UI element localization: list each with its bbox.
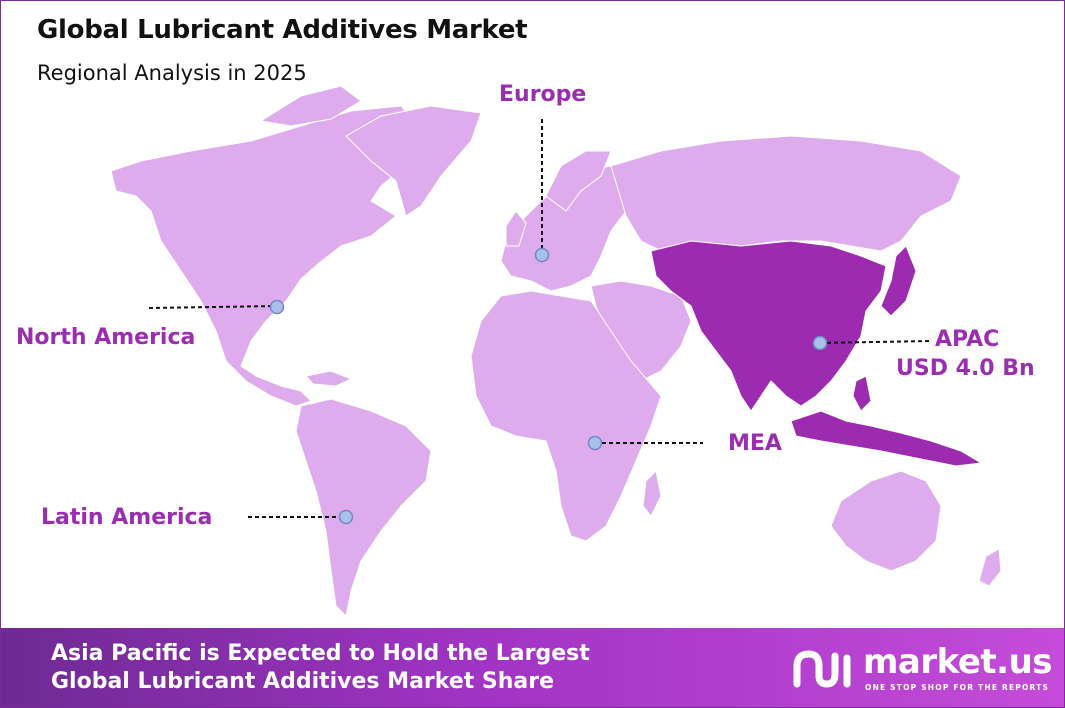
apac-marker <box>812 335 828 351</box>
caribbean-landmass <box>305 370 353 387</box>
africa-landmass <box>470 290 662 542</box>
footer-banner: Asia Pacific is Expected to Hold the Lar… <box>1 628 1064 707</box>
latin-america-label: Latin America <box>41 505 213 530</box>
world-map <box>110 85 1002 618</box>
australia-landmass <box>830 470 942 572</box>
chart-subtitle: Regional Analysis in 2025 <box>37 61 307 85</box>
north-america-connector <box>148 305 278 309</box>
britain-landmass <box>505 210 527 247</box>
brand-name: market.us <box>863 642 1053 682</box>
mea-label: MEA <box>728 431 782 456</box>
europe-marker <box>534 247 550 263</box>
north-america-marker <box>269 299 285 315</box>
north-america-landmass <box>110 105 422 407</box>
apac-landmass <box>650 240 887 412</box>
footer-line-2: Global Lubricant Additives Market Share <box>51 669 555 694</box>
japan-landmass <box>880 245 917 317</box>
chart-title: Global Lubricant Additives Market <box>37 15 528 45</box>
greenland-landmass <box>345 105 482 217</box>
mea-marker <box>587 435 603 451</box>
latin-america-marker <box>338 509 354 525</box>
apac-label: APAC <box>935 327 1000 352</box>
footer-text: Asia Pacific is Expected to Hold the Lar… <box>51 640 590 696</box>
north-america-label: North America <box>16 325 196 350</box>
footer-line-1: Asia Pacific is Expected to Hold the Lar… <box>51 641 590 666</box>
apac-value-label: USD 4.0 Bn <box>896 356 1035 381</box>
south-america-landmass <box>295 398 432 618</box>
north-asia-landmass <box>610 135 962 252</box>
arctic-islands <box>259 85 362 127</box>
philippines-landmass <box>852 375 872 412</box>
southeast-asia-islands <box>790 410 983 467</box>
europe-label: Europe <box>499 82 587 107</box>
new-zealand-landmass <box>978 548 1002 587</box>
madagascar-landmass <box>642 469 662 517</box>
scandinavia-landmass <box>545 150 612 212</box>
market-us-logo-icon <box>793 650 851 688</box>
brand-tagline: ONE STOP SHOP FOR THE REPORTS <box>865 683 1050 692</box>
